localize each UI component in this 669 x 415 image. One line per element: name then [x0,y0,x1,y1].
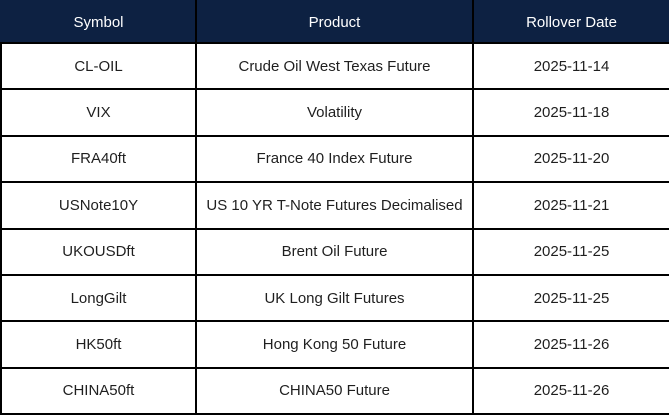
table-row: FRA40ft France 40 Index Future 2025-11-2… [0,134,669,184]
table-row: HK50ft Hong Kong 50 Future 2025-11-26 [0,320,669,369]
column-header-symbol: Symbol [0,0,197,44]
product-cell: CHINA50 Future [195,366,474,415]
product-cell: Hong Kong 50 Future [195,320,474,369]
rollover-date-cell: 2025-11-26 [472,366,669,415]
column-header-product: Product [195,0,474,44]
table-header-row: Symbol Product Rollover Date [0,0,669,44]
symbol-cell: LongGilt [0,273,197,323]
rollover-date-cell: 2025-11-25 [472,227,669,276]
table-row: LongGilt UK Long Gilt Futures 2025-11-25 [0,273,669,323]
rollover-date-cell: 2025-11-18 [472,88,669,137]
product-cell: Crude Oil West Texas Future [195,41,474,91]
symbol-cell: CHINA50ft [0,366,197,415]
symbol-cell: HK50ft [0,320,197,369]
table-row: CHINA50ft CHINA50 Future 2025-11-26 [0,366,669,415]
symbol-cell: UKOUSDft [0,227,197,276]
product-cell: US 10 YR T-Note Futures Decimalised [195,181,474,230]
symbol-cell: USNote10Y [0,181,197,230]
symbol-cell: FRA40ft [0,134,197,184]
symbol-cell: VIX [0,88,197,137]
table-row: USNote10Y US 10 YR T-Note Futures Decima… [0,181,669,230]
rollover-date-cell: 2025-11-25 [472,273,669,323]
symbol-cell: CL-OIL [0,41,197,91]
rollover-date-cell: 2025-11-26 [472,320,669,369]
rollover-date-cell: 2025-11-21 [472,181,669,230]
column-header-rollover-date: Rollover Date [472,0,669,44]
product-cell: UK Long Gilt Futures [195,273,474,323]
table-row: VIX Volatility 2025-11-18 [0,88,669,137]
product-cell: Volatility [195,88,474,137]
rollover-date-cell: 2025-11-20 [472,134,669,184]
table-row: UKOUSDft Brent Oil Future 2025-11-25 [0,227,669,276]
table-row: CL-OIL Crude Oil West Texas Future 2025-… [0,41,669,91]
product-cell: France 40 Index Future [195,134,474,184]
rollover-date-cell: 2025-11-14 [472,41,669,91]
product-cell: Brent Oil Future [195,227,474,276]
